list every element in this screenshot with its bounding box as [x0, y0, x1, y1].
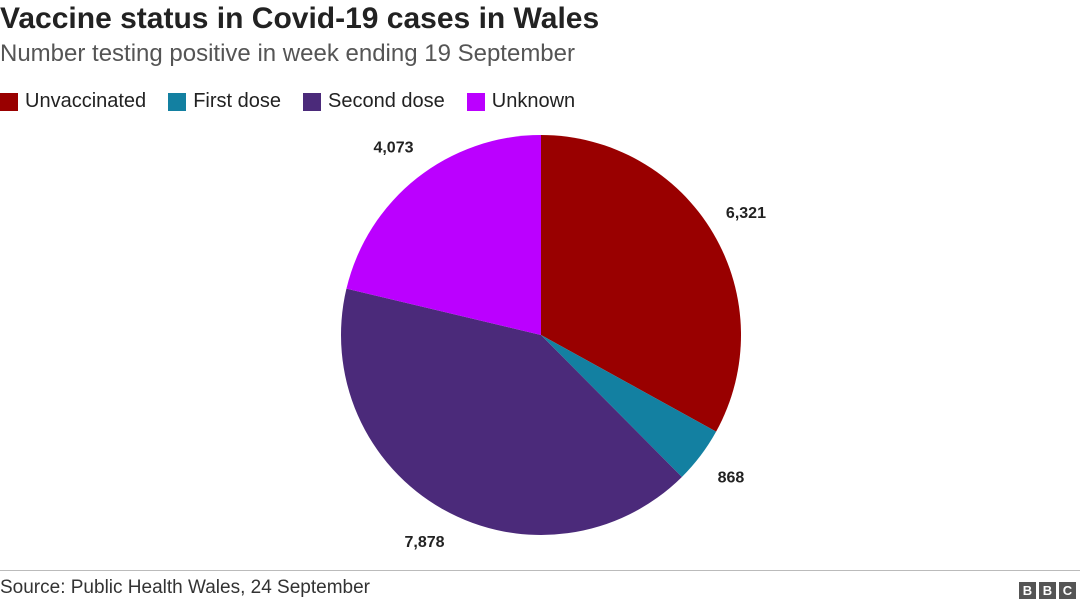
legend-label-unvaccinated: Unvaccinated: [25, 90, 147, 112]
bbc-logo: B B C: [1016, 582, 1076, 599]
legend-swatch-unknown: [466, 92, 485, 111]
legend-swatch-first-dose: [168, 92, 187, 111]
bbc-logo-letter: B: [1019, 582, 1036, 599]
legend: Unvaccinated First dose Second dose Unkn…: [0, 90, 597, 113]
legend-item-unvaccinated: Unvaccinated: [0, 90, 146, 113]
pie-slice-unknown: [346, 135, 541, 335]
pie-label-unknown: 4,073: [373, 139, 413, 156]
legend-swatch-second-dose: [303, 92, 321, 111]
legend-swatch-unvaccinated: [0, 92, 18, 111]
bbc-logo-letter: B: [1039, 582, 1056, 599]
pie-chart: 6,321 868 7,878 4,073: [341, 135, 766, 551]
pie-label-first-dose: 868: [718, 470, 745, 487]
legend-label-unknown: Unknown: [491, 90, 576, 112]
pie-slice-unvaccinated: [541, 135, 741, 432]
footer-divider: [0, 570, 1080, 571]
legend-item-second-dose: Second dose: [303, 90, 445, 113]
pie-slice-first-dose: [541, 335, 717, 477]
pie-slice-second-dose: [341, 288, 682, 536]
chart-title: Vaccine status in Covid-19 cases in Wale…: [0, 2, 600, 35]
source-note: Source: Public Health Wales, 24 Septembe…: [0, 577, 370, 598]
pie-slices: [341, 135, 741, 536]
legend-label-first-dose: First dose: [193, 90, 281, 112]
bbc-logo-letter: C: [1059, 582, 1076, 599]
legend-label-second-dose: Second dose: [328, 90, 445, 112]
legend-item-unknown: Unknown: [466, 90, 576, 113]
chart-subtitle: Number testing positive in week ending 1…: [0, 40, 575, 67]
pie-label-second-dose: 7,878: [404, 534, 444, 551]
pie-label-unvaccinated: 6,321: [726, 205, 766, 222]
legend-item-first-dose: First dose: [168, 90, 281, 113]
pie-labels: 6,321 868 7,878 4,073: [373, 139, 766, 550]
